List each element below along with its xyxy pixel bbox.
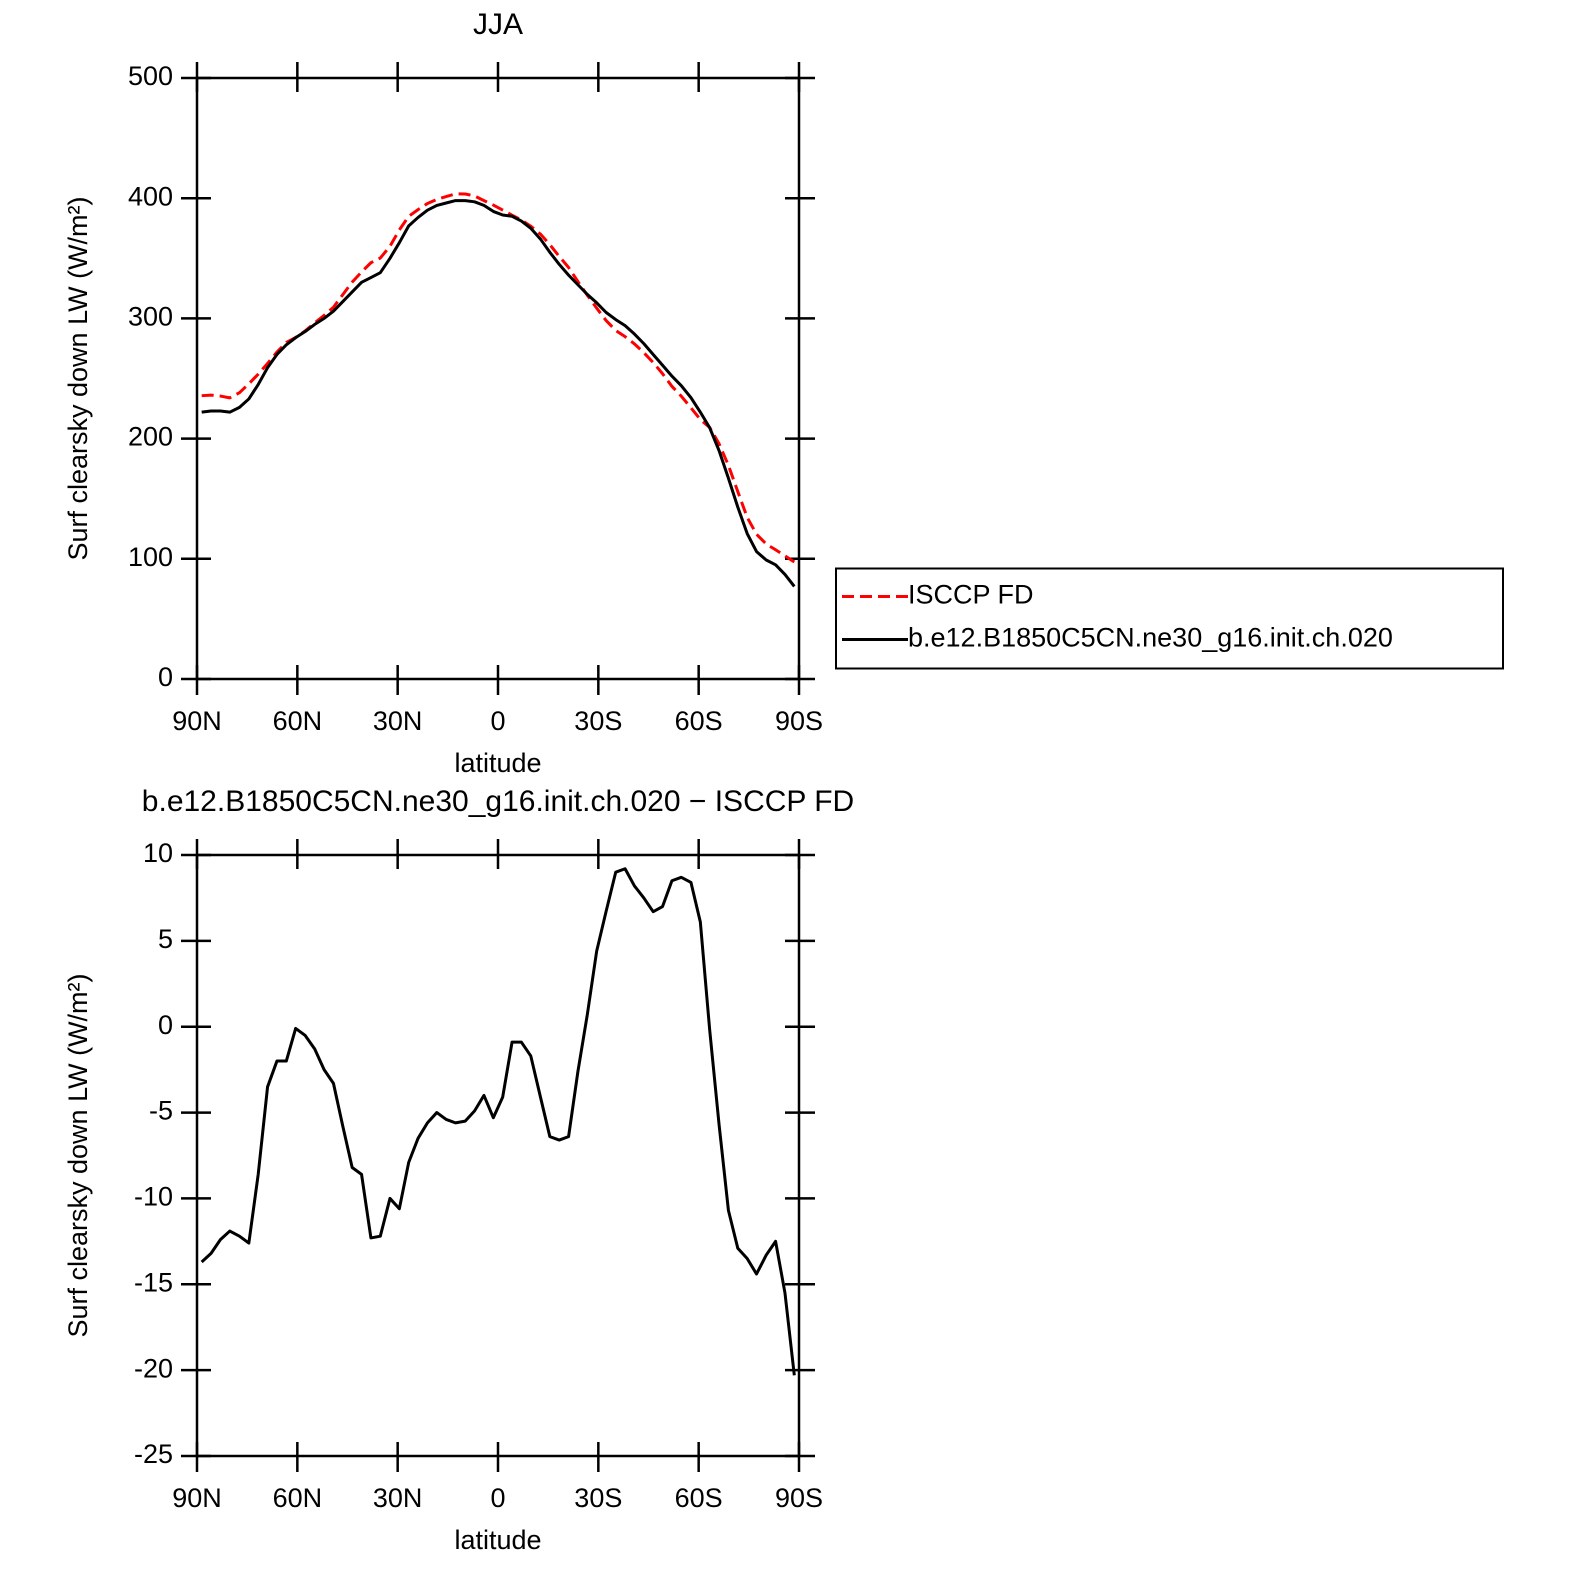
x-tick-label: 60N [273,1483,323,1513]
y-tick-label: -25 [134,1439,173,1469]
y-axis-label: Surf clearsky down LW (W/m²) [63,973,93,1337]
data-line [200,867,796,1376]
y-tick-label: -20 [134,1353,173,1383]
x-axis-label: latitude [454,1525,541,1555]
y-axis-label: Surf clearsky down LW (W/m²) [63,196,93,560]
chart-title: JJA [473,8,523,41]
data-line [201,192,796,564]
y-tick-label: 500 [128,61,173,91]
y-tick-label: 10 [143,838,173,868]
x-tick-label: 90N [172,706,222,736]
data-line [201,199,796,588]
x-tick-label: 30S [574,1483,622,1513]
x-tick-label: 60S [675,1483,723,1513]
y-tick-label: 100 [128,542,173,572]
x-tick-label: 30S [574,706,622,736]
x-axis-label: latitude [454,748,541,778]
legend-box [835,567,1504,670]
legend-label: b.e12.B1850C5CN.ne30_g16.init.ch.020 [908,623,1393,653]
x-tick-label: 60N [273,706,323,736]
y-tick-label: -5 [149,1096,173,1126]
x-tick-label: 60S [675,706,723,736]
y-tick-label: 300 [128,302,173,332]
x-tick-label: 90S [775,1483,823,1513]
y-tick-label: 5 [158,924,173,954]
x-tick-label: 90N [172,1483,222,1513]
plot-frame [195,76,801,681]
y-tick-label: 0 [158,1010,173,1040]
x-tick-label: 90S [775,706,823,736]
chart-title: b.e12.B1850C5CN.ne30_g16.init.ch.020 − I… [142,785,854,818]
x-tick-label: 0 [490,706,505,736]
y-tick-label: -15 [134,1267,173,1297]
y-tick-label: 0 [158,662,173,692]
x-tick-label: 30N [373,706,423,736]
y-tick-label: -10 [134,1182,173,1212]
x-tick-label: 0 [490,1483,505,1513]
y-tick-label: 400 [128,181,173,211]
legend-label: ISCCP FD [908,580,1034,610]
y-tick-label: 200 [128,422,173,452]
plot-frame [195,853,801,1458]
x-tick-label: 30N [373,1483,423,1513]
